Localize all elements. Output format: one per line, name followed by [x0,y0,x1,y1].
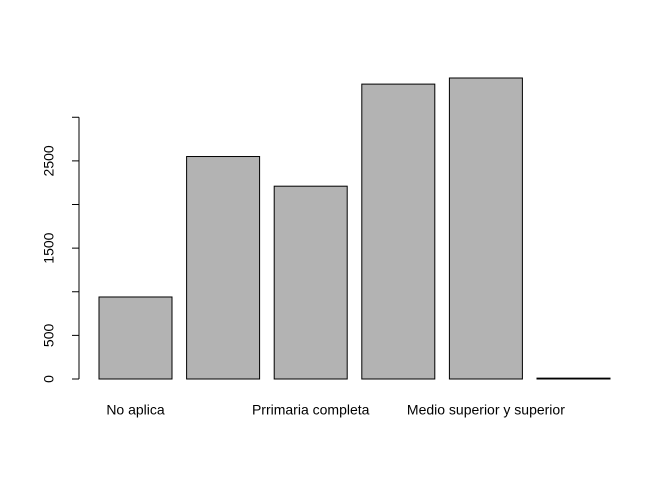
bar [448,77,523,380]
x-tick-label: Prrimaria completa [252,402,370,418]
bar [361,83,436,380]
x-tick-label: No aplica [106,402,165,418]
bar [273,185,348,380]
y-tick-label: 1500 [41,232,57,263]
bar [186,156,261,380]
y-tick-label: 0 [41,375,57,383]
x-tick-label: Medio superior y superior [407,402,565,418]
bar [536,377,611,380]
y-tick-label: 2500 [41,145,57,176]
bar [98,296,173,380]
y-tick-label: 500 [41,323,57,347]
